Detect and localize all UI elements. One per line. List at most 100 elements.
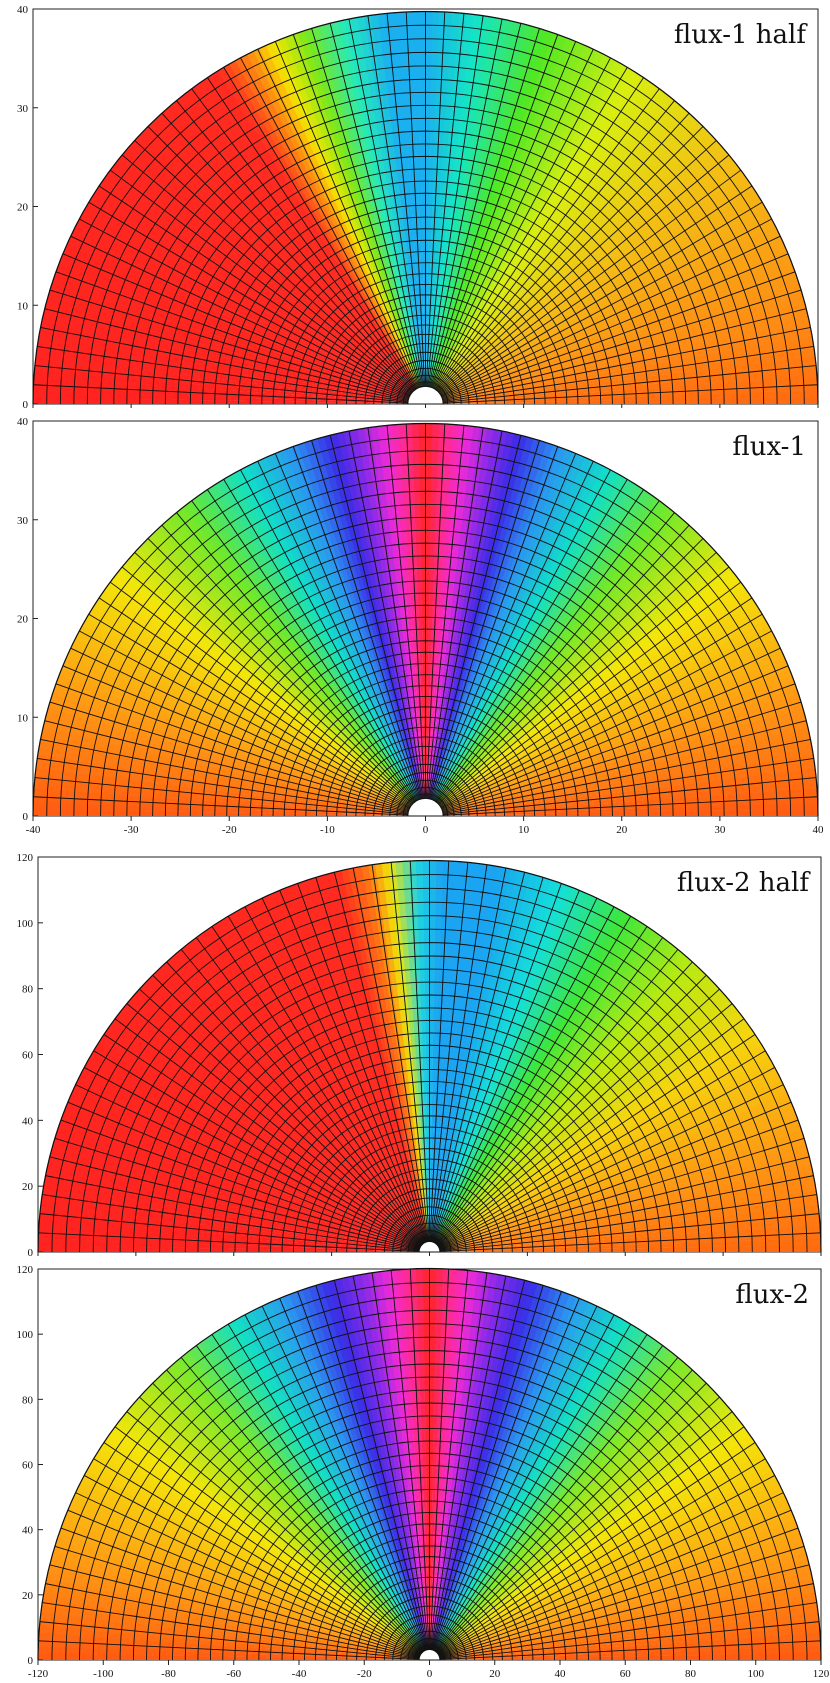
mesh-ray bbox=[180, 949, 424, 1245]
mesh-ray bbox=[279, 890, 426, 1243]
wedge bbox=[425, 11, 496, 404]
wedge bbox=[38, 1583, 430, 1660]
mesh-ray bbox=[333, 1280, 428, 1650]
y-tick-label: 10 bbox=[17, 300, 29, 312]
wedge bbox=[189, 488, 426, 816]
wedge bbox=[429, 920, 659, 1252]
y-tick-label: 20 bbox=[17, 202, 29, 214]
wedge bbox=[33, 725, 426, 816]
wedge bbox=[429, 860, 492, 1252]
mesh-ray bbox=[352, 867, 428, 1242]
wedge bbox=[156, 1363, 430, 1660]
wedge bbox=[425, 130, 724, 404]
mesh-ray bbox=[442, 308, 807, 401]
wedge bbox=[429, 1292, 592, 1660]
wedge bbox=[429, 1382, 722, 1660]
wedge bbox=[225, 53, 426, 404]
mesh-ray bbox=[49, 1156, 420, 1250]
wedge bbox=[429, 1269, 520, 1660]
mesh-ray bbox=[438, 1509, 792, 1657]
wedge bbox=[429, 860, 437, 1252]
wedge bbox=[225, 465, 426, 816]
mesh-ray bbox=[390, 862, 429, 1242]
wedge bbox=[339, 861, 430, 1252]
wedge bbox=[33, 767, 426, 816]
wedge bbox=[156, 955, 430, 1252]
wedge bbox=[429, 1372, 712, 1660]
wedge bbox=[132, 125, 426, 404]
x-tick-label: -10 bbox=[320, 824, 335, 836]
wedge bbox=[33, 327, 426, 404]
mesh-ray bbox=[434, 1323, 632, 1652]
wedge bbox=[429, 1363, 702, 1660]
wedge bbox=[90, 1034, 430, 1252]
wedge bbox=[59, 234, 426, 404]
mesh-ray bbox=[429, 23, 522, 387]
wedge bbox=[211, 1321, 430, 1660]
wedge bbox=[425, 300, 814, 404]
mesh-ray bbox=[441, 235, 781, 397]
wedge bbox=[429, 1295, 599, 1660]
x-tick-label: 0 bbox=[423, 824, 429, 836]
wedge bbox=[429, 1268, 499, 1660]
mesh-flux-1 bbox=[33, 423, 818, 817]
mesh-ray bbox=[147, 126, 414, 392]
wedge bbox=[213, 60, 426, 405]
panel-flux-1: 0 10 20 30 40 -40 -30 -20 -10 0 10 20 30 40 flux-1 bbox=[0, 412, 830, 848]
mesh-ray bbox=[386, 13, 425, 387]
wedge bbox=[262, 447, 426, 816]
wedge bbox=[429, 1268, 472, 1660]
mesh-ray bbox=[49, 1564, 420, 1658]
wedge bbox=[36, 712, 426, 816]
wedge bbox=[429, 1413, 749, 1660]
x-tick-label: -60 bbox=[226, 1668, 241, 1680]
wedge bbox=[429, 1408, 745, 1660]
wedge bbox=[38, 1175, 430, 1252]
mesh-flux-2-half bbox=[38, 860, 821, 1253]
wedge bbox=[429, 1310, 630, 1660]
wedge bbox=[142, 528, 426, 816]
mesh-ray bbox=[37, 345, 409, 402]
wedge bbox=[425, 191, 769, 404]
wedge bbox=[38, 1646, 430, 1660]
wedge bbox=[273, 881, 430, 1252]
wedge bbox=[33, 390, 426, 404]
wedge bbox=[38, 705, 426, 816]
wedge bbox=[56, 1510, 430, 1660]
wedge bbox=[425, 423, 433, 816]
x-tick-label: 30 bbox=[714, 824, 726, 836]
mesh-ray bbox=[443, 777, 817, 815]
wedge bbox=[195, 72, 426, 404]
mesh-ray bbox=[33, 384, 408, 404]
wedge bbox=[429, 1052, 779, 1252]
wedge bbox=[425, 456, 608, 816]
inner-hole bbox=[418, 1241, 441, 1253]
wedge bbox=[49, 1529, 430, 1660]
wedge bbox=[114, 1000, 430, 1252]
wedge bbox=[429, 1387, 727, 1660]
mesh-ray bbox=[434, 489, 644, 802]
mesh-ray bbox=[405, 423, 426, 799]
wedge bbox=[425, 11, 475, 404]
mesh-ray bbox=[292, 446, 420, 800]
mesh-ray bbox=[114, 1018, 422, 1247]
wedge bbox=[425, 621, 779, 816]
wedge bbox=[425, 423, 509, 816]
wedge bbox=[36, 300, 426, 404]
mesh-ray bbox=[439, 185, 753, 395]
wedge bbox=[178, 496, 426, 816]
wedge bbox=[429, 924, 665, 1252]
wedge bbox=[207, 476, 426, 816]
wedge bbox=[97, 168, 426, 404]
wedge bbox=[38, 1570, 430, 1660]
wedge bbox=[151, 1367, 430, 1660]
mesh-ray bbox=[79, 630, 411, 809]
wedge bbox=[97, 580, 426, 816]
mesh-ray bbox=[371, 1272, 429, 1650]
mesh-ray bbox=[311, 440, 421, 800]
wedge bbox=[173, 500, 426, 816]
wedge bbox=[429, 1268, 437, 1660]
mesh-ray bbox=[432, 883, 562, 1243]
mesh-ray bbox=[431, 446, 559, 800]
wedge bbox=[429, 1022, 761, 1252]
